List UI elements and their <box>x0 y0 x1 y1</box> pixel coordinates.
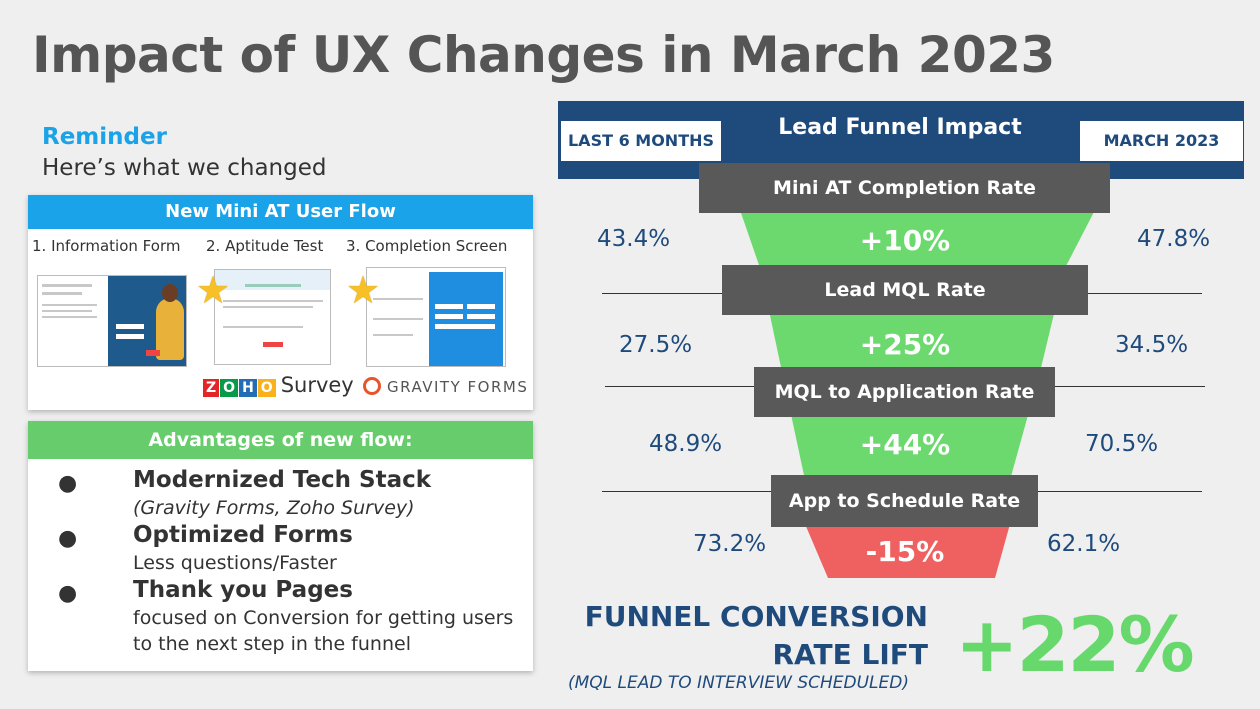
step-label-completion-screen: 3. Completion Screen <box>346 237 508 255</box>
after-lead-mql: 34.5% <box>1115 332 1189 358</box>
page-title: Impact of UX Changes in March 2023 <box>32 26 1055 84</box>
change-mql-application: +44% <box>859 428 951 461</box>
stage-label-mini-at-completion: Mini AT Completion Rate <box>699 163 1110 213</box>
aptitude-test-thumbnail <box>214 269 331 365</box>
reminder-heading: Reminder <box>42 124 167 150</box>
funnel-lift-subtitle: (MQL LEAD TO INTERVIEW SCHEDULED) <box>568 673 909 693</box>
before-lead-mql: 27.5% <box>619 332 693 358</box>
before-mini-at: 43.4% <box>597 226 671 252</box>
last-6-months-tag: LAST 6 MONTHS <box>561 121 721 161</box>
bullet-icon: ● <box>58 471 78 496</box>
before-app-schedule: 73.2% <box>693 531 767 557</box>
change-mini-at: +10% <box>859 224 951 257</box>
step-label-information-form: 1. Information Form <box>32 237 181 255</box>
funnel-lift-title: FUNNEL CONVERSION RATE LIFT <box>584 600 928 671</box>
change-lead-mql: +25% <box>859 328 951 361</box>
funnel-title: Lead Funnel Impact <box>778 115 1022 140</box>
advantages-header: Advantages of new flow: <box>28 421 533 459</box>
stage-label-app-schedule: App to Schedule Rate <box>771 475 1038 527</box>
after-mini-at: 47.8% <box>1137 226 1211 252</box>
funnel-lift-value: +22% <box>955 600 1195 689</box>
change-app-schedule: -15% <box>865 535 945 568</box>
march-2023-tag: MARCH 2023 <box>1080 121 1243 161</box>
bullet-icon: ● <box>58 526 78 551</box>
stage-label-mql-application: MQL to Application Rate <box>754 367 1055 417</box>
zoho-survey-logo: Z O H O Survey <box>203 373 354 397</box>
step-label-aptitude-test: 2. Aptitude Test <box>206 237 324 255</box>
after-app-schedule: 62.1% <box>1047 531 1121 557</box>
reminder-subheading: Here’s what we changed <box>42 155 327 181</box>
after-mql-application: 70.5% <box>1085 431 1159 457</box>
funnel-segment-app-schedule <box>805 524 1010 578</box>
star-icon: ★ <box>346 268 381 312</box>
user-flow-card: New Mini AT User Flow 1. Information For… <box>28 195 533 410</box>
gravity-forms-icon <box>363 377 381 395</box>
before-mql-application: 48.9% <box>649 431 723 457</box>
bullet-icon: ● <box>58 581 78 606</box>
information-form-thumbnail <box>37 275 187 367</box>
funnel-segment-mini-at <box>740 210 1095 268</box>
completion-screen-thumbnail <box>366 267 506 367</box>
user-flow-header: New Mini AT User Flow <box>28 195 533 229</box>
advantages-card: Advantages of new flow: ● Modernized Tec… <box>28 421 533 671</box>
stage-label-lead-mql: Lead MQL Rate <box>722 265 1088 315</box>
star-icon: ★ <box>196 268 231 312</box>
gravity-forms-logo: GRAVITY FORMS <box>363 377 528 396</box>
